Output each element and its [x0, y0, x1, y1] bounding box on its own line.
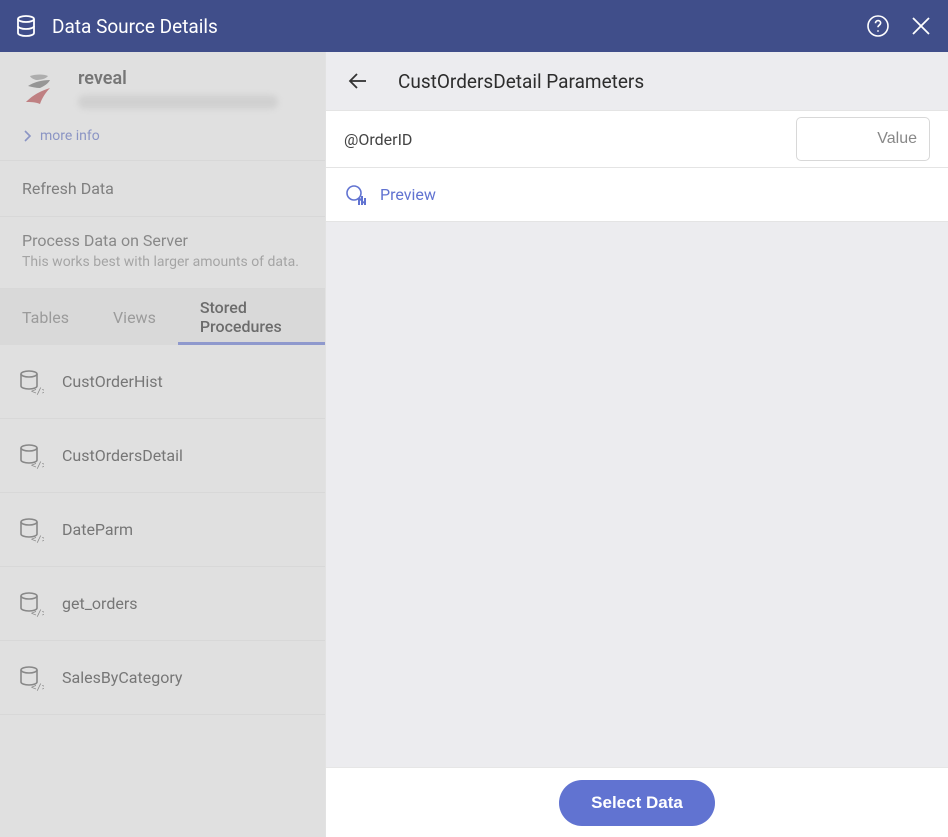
left-pane: reveal more info Refresh Data Process Da…	[0, 52, 326, 837]
list-item[interactable]: </> get_orders	[0, 567, 325, 641]
tab-stored-procedures[interactable]: Stored Procedures	[178, 289, 325, 345]
chevron-right-icon	[22, 130, 32, 142]
panel-title: CustOrdersDetail Parameters	[398, 70, 644, 93]
svg-text:</>: </>	[31, 609, 44, 617]
svg-text:</>: </>	[31, 683, 44, 691]
parameter-label: @OrderID	[344, 130, 796, 149]
list-item-label: DateParm	[62, 520, 133, 539]
list-item-label: CustOrderHist	[62, 372, 163, 391]
object-tabs: Tables Views Stored Procedures	[0, 289, 325, 345]
list-item-label: CustOrdersDetail	[62, 446, 183, 465]
help-icon[interactable]	[866, 14, 890, 38]
sqlserver-logo-icon	[18, 68, 60, 110]
process-title: Process Data on Server	[22, 231, 303, 250]
list-item-label: get_orders	[62, 594, 138, 613]
list-item[interactable]: </> SalesByCategory	[0, 641, 325, 715]
refresh-data-label: Refresh Data	[22, 179, 114, 198]
list-item[interactable]: </> CustOrderHist	[0, 345, 325, 419]
preview-label: Preview	[380, 185, 436, 204]
database-icon	[14, 14, 38, 38]
tab-stored-label: Stored Procedures	[200, 298, 303, 336]
tab-tables[interactable]: Tables	[0, 289, 91, 345]
list-item[interactable]: </> DateParm	[0, 493, 325, 567]
refresh-data-button[interactable]: Refresh Data	[0, 160, 325, 217]
panel-body	[326, 222, 948, 767]
stored-procedure-icon: </>	[18, 369, 44, 395]
stored-procedure-icon: </>	[18, 443, 44, 469]
tab-views-label: Views	[113, 308, 156, 327]
svg-text:</>: </>	[31, 461, 44, 469]
close-icon[interactable]	[910, 15, 932, 37]
svg-text:</>: </>	[31, 387, 44, 395]
dialog-title: Data Source Details	[52, 15, 866, 38]
tab-tables-label: Tables	[22, 308, 69, 327]
more-info-label: more info	[40, 128, 100, 144]
list-item-label: SalesByCategory	[62, 668, 182, 687]
preview-button[interactable]: Preview	[326, 168, 948, 222]
process-on-server-block[interactable]: Process Data on Server This works best w…	[0, 217, 325, 289]
panel-header: CustOrdersDetail Parameters	[326, 52, 948, 110]
stored-procedure-icon: </>	[18, 665, 44, 691]
svg-text:</>: </>	[31, 535, 44, 543]
stored-procedure-icon: </>	[18, 517, 44, 543]
panel-footer: Select Data	[326, 767, 948, 837]
datasource-subtitle-redacted	[78, 95, 278, 109]
list-item[interactable]: </> CustOrdersDetail	[0, 419, 325, 493]
preview-icon	[344, 183, 368, 207]
parameter-row: @OrderID	[326, 110, 948, 168]
select-data-label: Select Data	[591, 793, 683, 812]
more-info-link[interactable]: more info	[0, 118, 325, 160]
tab-views[interactable]: Views	[91, 289, 178, 345]
back-button[interactable]	[346, 69, 370, 93]
procedure-list: </> CustOrderHist </> CustOrdersDetail	[0, 345, 325, 837]
datasource-name: reveal	[78, 68, 278, 89]
parameter-value-input[interactable]	[796, 117, 930, 161]
stored-procedure-icon: </>	[18, 591, 44, 617]
select-data-button[interactable]: Select Data	[559, 780, 715, 826]
process-subtitle: This works best with larger amounts of d…	[22, 254, 303, 270]
datasource-block: reveal	[0, 52, 325, 118]
dialog-header: Data Source Details	[0, 0, 948, 52]
parameters-panel: CustOrdersDetail Parameters @OrderID Pre…	[326, 52, 948, 837]
